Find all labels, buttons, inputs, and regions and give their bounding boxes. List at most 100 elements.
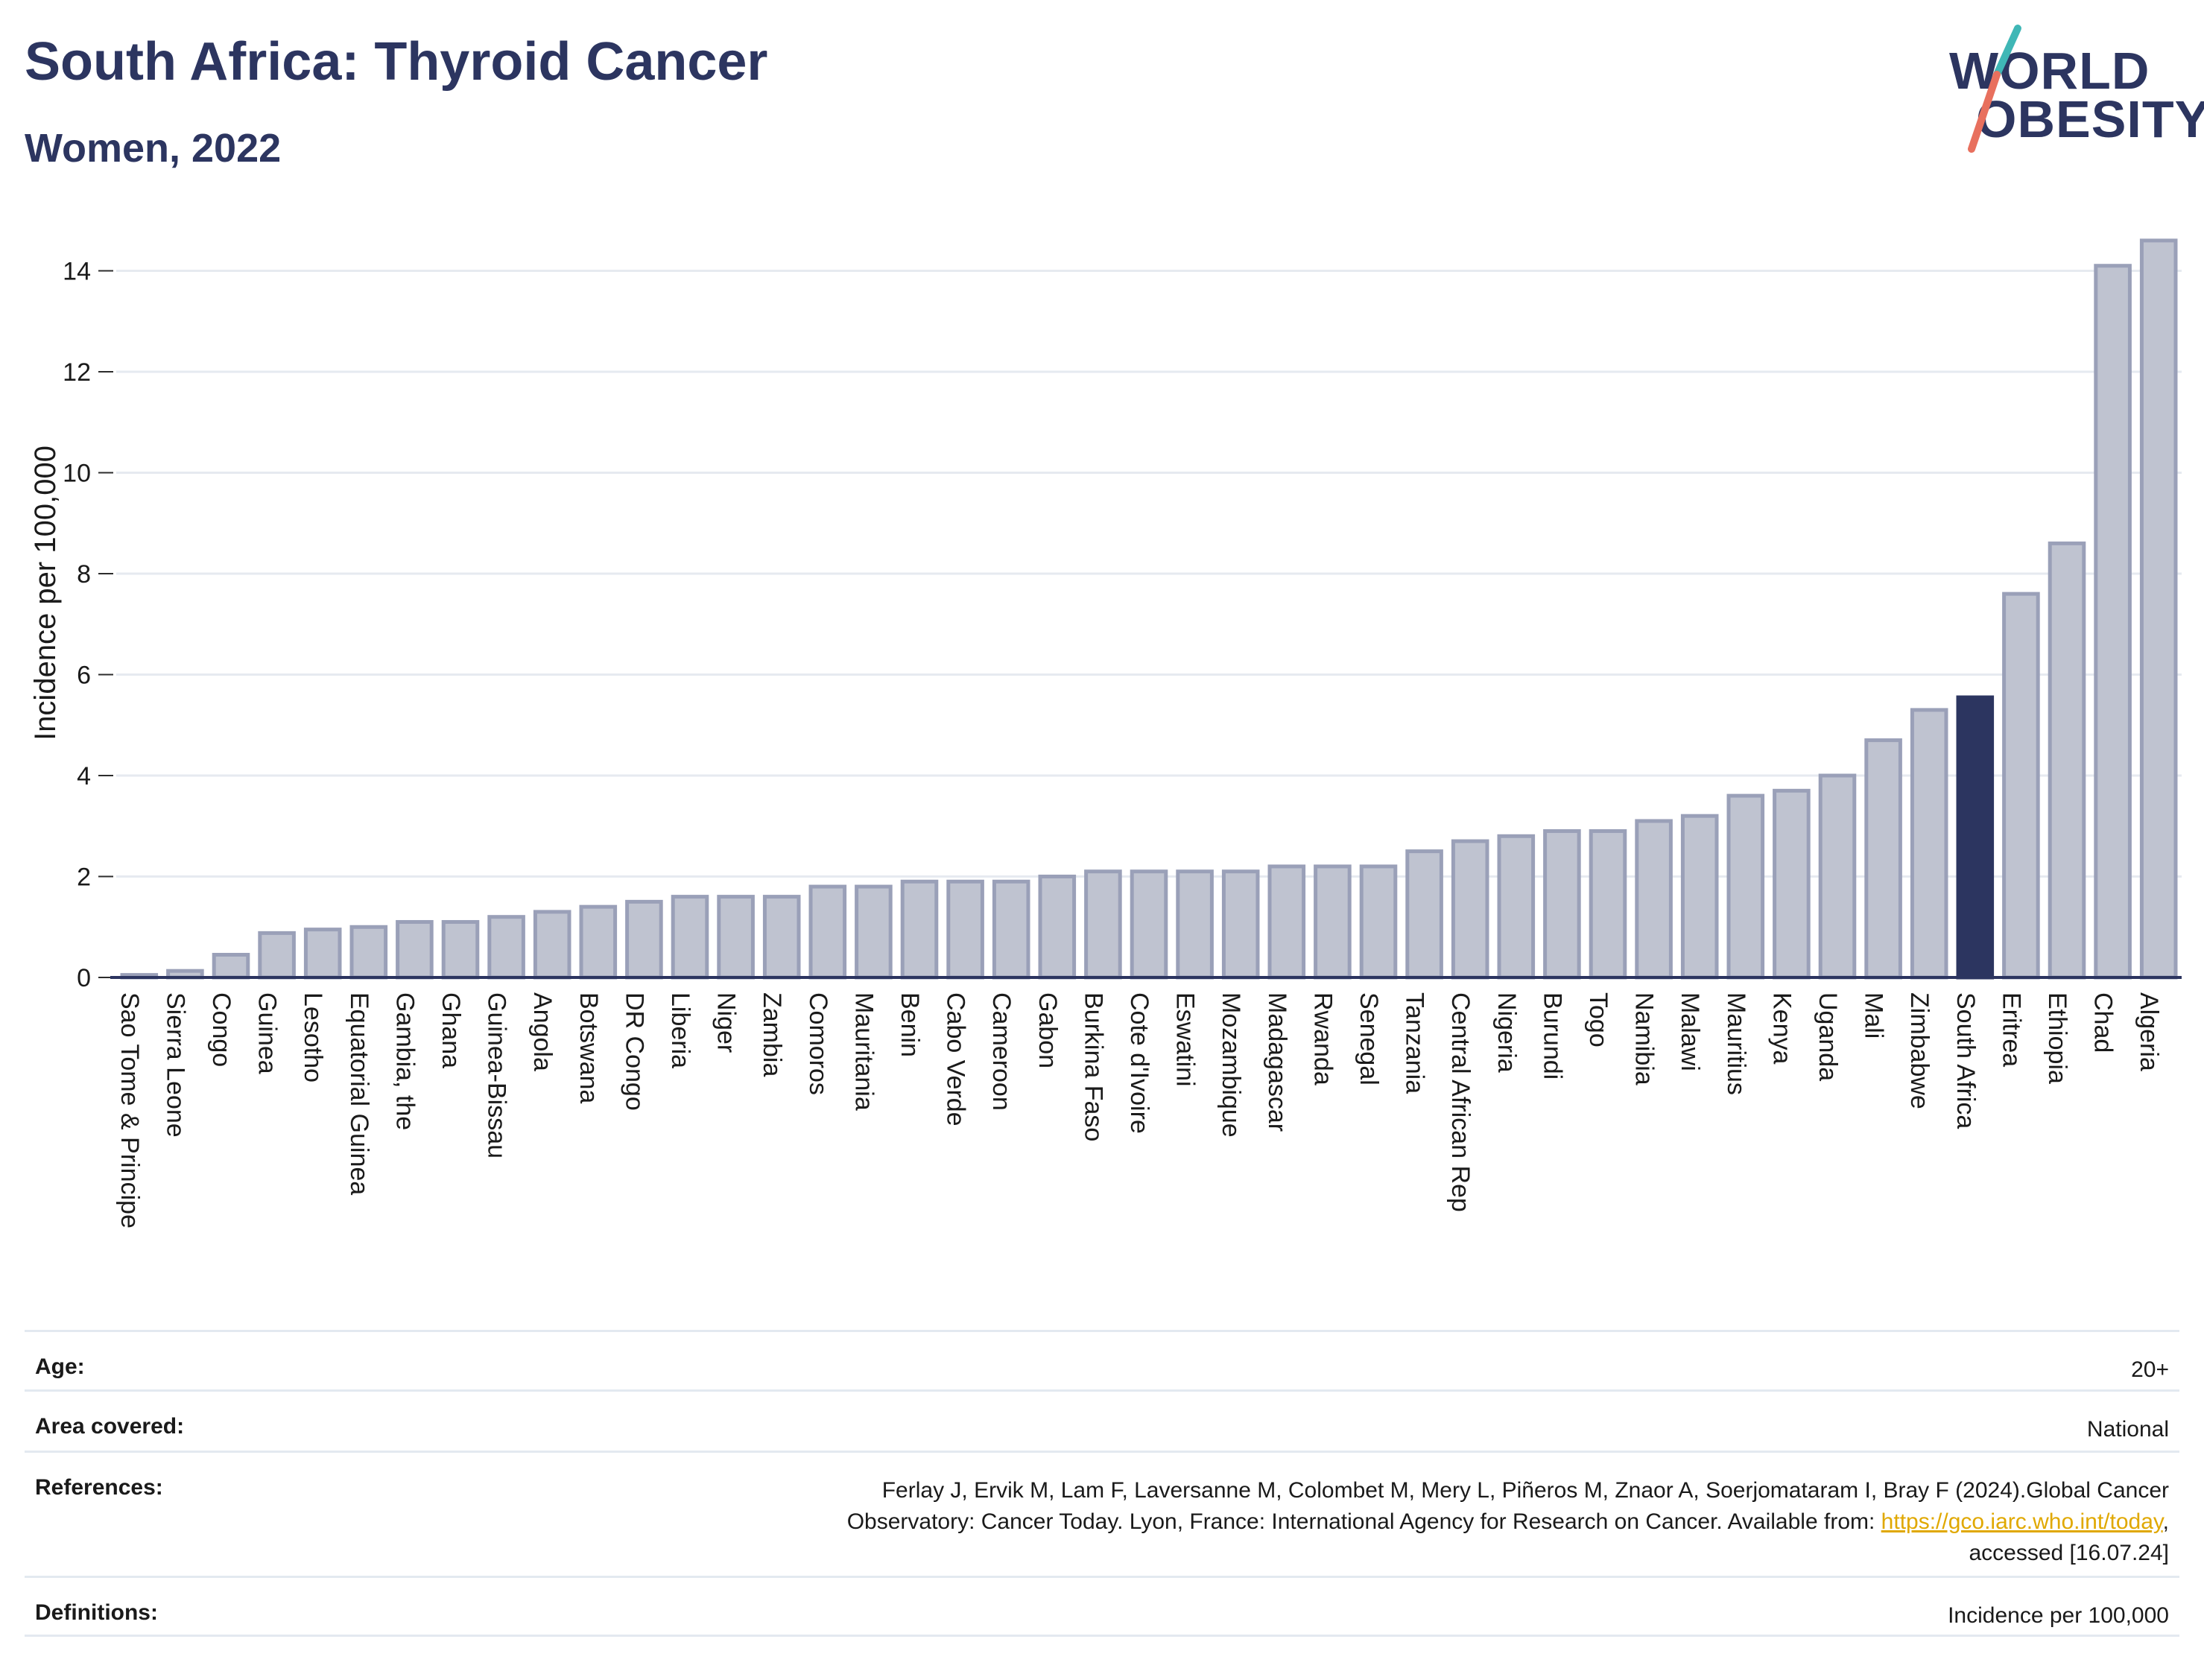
axes: 0 2 4 6 8 10 12 14 Sao Tome & Principe Sierra Leo… xyxy=(63,258,2182,1229)
bar xyxy=(671,895,709,980)
reference-text-4: accessed [16.07.24] xyxy=(1969,1541,2169,1565)
y-tick-label: 4 xyxy=(77,762,91,790)
x-tick-label: Eritrea xyxy=(1997,992,2025,1067)
bar xyxy=(762,895,801,980)
x-tick-label: Cabo Verde xyxy=(942,992,970,1126)
logo-line-2: OBESITY xyxy=(1976,90,2204,148)
x-tick-label: Madagascar xyxy=(1263,992,1291,1132)
bar xyxy=(349,925,388,980)
meta-row-references: References: Ferlay J, Ervik M, Lam F, La… xyxy=(25,1451,2179,1576)
bar xyxy=(2048,541,2086,980)
x-tick-label: Mauritius xyxy=(1722,992,1750,1095)
bar xyxy=(303,928,342,980)
y-tick-label: 2 xyxy=(77,863,91,892)
bar xyxy=(1773,788,1811,980)
bar xyxy=(1864,738,1902,980)
x-tick-label: Mali xyxy=(1860,992,1888,1039)
x-tick-label: Sao Tome & Principe xyxy=(115,992,144,1229)
x-tick-label: Angola xyxy=(528,992,557,1071)
references-label: References: xyxy=(35,1475,163,1500)
x-tick-label: Sierra Leone xyxy=(161,992,189,1138)
bar xyxy=(1680,814,1719,980)
x-tick-label: Tanzania xyxy=(1401,992,1429,1094)
bar xyxy=(2139,238,2178,980)
age-value: 20+ xyxy=(2131,1357,2169,1382)
bar xyxy=(1635,819,1673,980)
y-tick-label: 12 xyxy=(63,358,91,387)
meta-row-area: Area covered: National xyxy=(25,1389,2179,1451)
x-tick-label: Mauritania xyxy=(849,992,878,1111)
bar xyxy=(946,879,984,980)
area-label: Area covered: xyxy=(35,1414,185,1439)
x-tick-label: Congo xyxy=(207,992,235,1067)
reference-text-3: , xyxy=(2162,1509,2169,1534)
logo-slash-icon xyxy=(1968,25,2021,153)
x-tick-label: Liberia xyxy=(666,992,694,1068)
meta-row-definitions: Definitions: Incidence per 100,000 xyxy=(25,1576,2179,1637)
x-tick-label: Benin xyxy=(896,992,924,1057)
bar xyxy=(717,895,755,980)
bar-highlight xyxy=(1956,695,1995,980)
bar xyxy=(1726,793,1765,980)
y-tick-label: 0 xyxy=(77,964,91,992)
x-tick-label: Mozambique xyxy=(1217,992,1245,1138)
x-tick-label: Namibia xyxy=(1630,992,1659,1085)
x-tick-label: Kenya xyxy=(1767,992,1796,1064)
bar xyxy=(2002,592,2040,980)
y-axis-label: Incidence per 100,000 xyxy=(29,446,62,741)
bar xyxy=(808,884,847,980)
x-tick-label: Algeria xyxy=(2135,992,2163,1071)
reference-text-2: Observatory: Cancer Today. Lyon, France:… xyxy=(846,1509,1881,1534)
meta-row-age: Age: 20+ xyxy=(25,1330,2179,1389)
bar xyxy=(992,879,1030,980)
bar xyxy=(1038,875,1077,980)
bar xyxy=(396,919,434,980)
x-tick-label: Togo xyxy=(1584,992,1612,1047)
x-tick-label: Zimbabwe xyxy=(1905,992,1934,1109)
bar xyxy=(1405,849,1443,980)
definitions-value: Incidence per 100,000 xyxy=(1948,1603,2169,1628)
bar xyxy=(533,910,571,980)
x-tick-label: Zambia xyxy=(758,992,786,1077)
y-tick-label: 6 xyxy=(77,662,91,690)
y-tick-label: 8 xyxy=(77,560,91,589)
x-tick-label: Equatorial Guinea xyxy=(345,992,373,1195)
x-tick-label: Burundi xyxy=(1538,992,1566,1080)
bar xyxy=(1451,839,1489,980)
bar xyxy=(900,879,939,980)
x-tick-label: Ghana xyxy=(437,992,465,1068)
x-tick-label: Rwanda xyxy=(1308,992,1337,1085)
x-tick-label: Central African Rep xyxy=(1446,992,1475,1212)
bar xyxy=(1543,829,1581,980)
x-tick-label: Guinea xyxy=(253,992,282,1074)
reference-text-1: Ferlay J, Ervik M, Lam F, Laversanne M, … xyxy=(881,1478,2169,1503)
x-tick-label: Lesotho xyxy=(299,992,327,1083)
metadata-table: Age: 20+ Area covered: National Referenc… xyxy=(25,1330,2179,1637)
world-obesity-logo: WORLD OBESITY xyxy=(1937,22,2204,156)
bar xyxy=(1267,864,1306,980)
bar xyxy=(1359,864,1398,980)
x-tick-label: Nigeria xyxy=(1492,992,1521,1073)
bar xyxy=(2094,264,2132,980)
bars xyxy=(120,238,2178,980)
x-tick-label: Botswana xyxy=(574,992,603,1103)
x-tick-label: Senegal xyxy=(1355,992,1383,1085)
bar xyxy=(1589,829,1627,980)
bar xyxy=(625,899,663,980)
x-tick-label: Chad xyxy=(2089,992,2118,1053)
reference-link[interactable]: https://gco.iarc.who.int/today xyxy=(1881,1509,2163,1534)
chart-title: South Africa: Thyroid Cancer xyxy=(25,32,768,92)
x-tick-label: Cameroon xyxy=(987,992,1016,1111)
bar-chart: 0 2 4 6 8 10 12 14 Sao Tome & Principe Sierra Leo… xyxy=(29,238,2182,1229)
bar xyxy=(212,953,250,980)
bar xyxy=(1818,773,1857,980)
bar xyxy=(441,919,480,980)
x-tick-label: Ethiopia xyxy=(2043,992,2071,1084)
bar xyxy=(1176,869,1214,980)
bar xyxy=(1084,869,1122,980)
bar xyxy=(1221,869,1260,980)
x-tick-label: DR Congo xyxy=(620,992,648,1111)
x-tick-label: Guinea-Bissau xyxy=(483,992,511,1158)
chart-subtitle: Women, 2022 xyxy=(25,126,282,171)
bar xyxy=(1130,869,1168,980)
